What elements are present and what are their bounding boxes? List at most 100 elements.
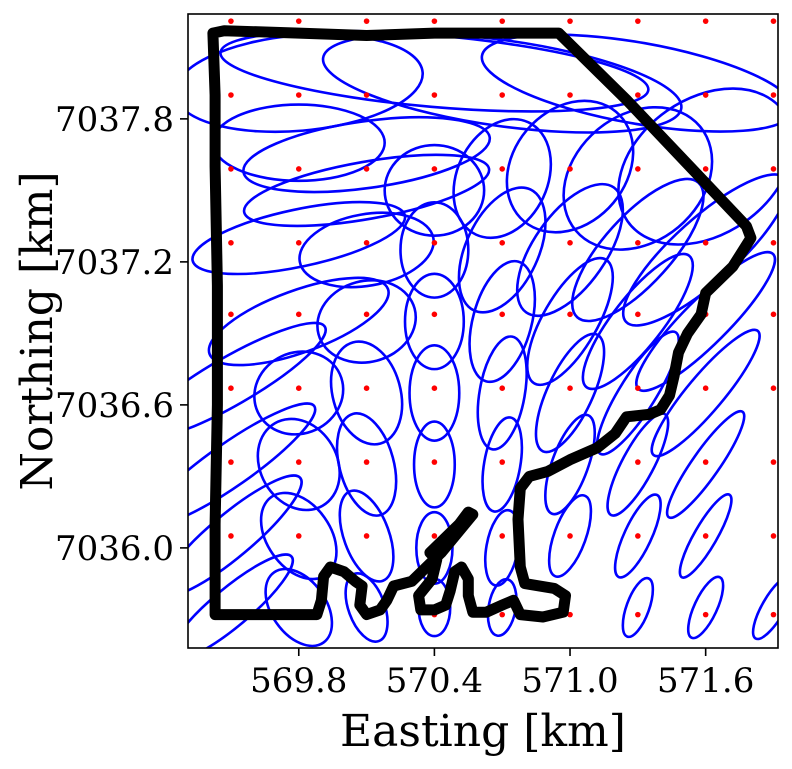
uncertainty-ellipse: [650, 328, 761, 458]
uncertainty-ellipse: [329, 340, 404, 446]
grid-point: [431, 18, 438, 24]
grid-point: [228, 166, 234, 172]
grid-point: [635, 166, 641, 172]
uncertainty-ellipse: [515, 182, 625, 318]
uncertainty-ellipse: [242, 153, 491, 228]
uncertainty-ellipse: [635, 250, 777, 393]
grid-point: [770, 611, 777, 618]
grid-point: [363, 240, 370, 246]
uncertainty-ellipse: [298, 211, 435, 289]
x-tick-label: 570.4: [386, 661, 483, 701]
uncertainty-ellipse: [665, 409, 746, 520]
grid-point: [295, 311, 302, 318]
uncertainty-ellipse: [253, 350, 345, 436]
grid-point: [770, 385, 777, 392]
grid-point: [702, 166, 709, 172]
grid-point: [431, 311, 438, 318]
grid-point: [431, 240, 438, 246]
grid-point: [363, 92, 370, 98]
grid-point: [635, 459, 641, 465]
grid-point: [635, 18, 641, 24]
uncertainty-ellipse: [481, 416, 524, 513]
grid-point: [567, 166, 573, 172]
uncertainty-ellipse: [403, 272, 466, 371]
grid-point: [228, 385, 234, 392]
boundary-layer: [207, 25, 757, 623]
x-tick-label: 571.0: [521, 661, 618, 701]
grid-point: [431, 533, 438, 539]
uncertainty-ellipse: [207, 276, 390, 367]
grid-point: [363, 459, 370, 465]
grid-point: [228, 311, 234, 318]
uncertainty-ellipse: [678, 493, 733, 579]
grid-point: [567, 240, 573, 246]
grid-point: [228, 240, 234, 246]
grid-point: [295, 92, 302, 98]
ellipse-layer: [188, 29, 778, 648]
grid-point: [295, 18, 302, 24]
grid-point: [635, 311, 641, 318]
grid-point: [431, 459, 438, 465]
x-axis: 569.8 570.4 571.0 571.6: [250, 648, 754, 701]
grid-point: [295, 166, 302, 172]
grid-point: [431, 385, 438, 392]
grid-point: [770, 533, 777, 539]
uncertainty-ellipse: [505, 99, 635, 234]
grid-point: [702, 92, 709, 98]
grid-point: [499, 166, 506, 172]
grid-point: [702, 18, 709, 24]
grid-point: [635, 92, 641, 98]
uncertainty-ellipse: [321, 32, 683, 134]
uncertainty-ellipse: [480, 33, 778, 133]
grid-point: [228, 92, 234, 98]
uncertainty-ellipse: [613, 493, 662, 579]
uncertainty-ellipse: [562, 105, 714, 251]
grid-point: [702, 385, 709, 392]
grid-point: [499, 92, 506, 98]
uncertainty-ellipse: [408, 344, 461, 442]
grid-point: [499, 240, 506, 246]
uncertainty-ellipse: [581, 252, 695, 391]
grid-point: [770, 166, 777, 172]
grid-point: [567, 92, 573, 98]
grid-point: [635, 385, 641, 392]
uncertainty-ellipse: [606, 412, 670, 517]
grid-point: [770, 311, 777, 318]
grid-point: [363, 533, 370, 539]
y-axis: 7036.0 7036.6 7037.2 7037.8: [55, 100, 188, 569]
uncertainty-ellipse: [316, 278, 418, 364]
uncertainty-ellipse: [534, 332, 606, 454]
grid-point: [567, 311, 573, 318]
grid-point: [431, 166, 438, 172]
y-tick-label: 7036.6: [55, 386, 174, 426]
uncertainty-ellipse: [338, 489, 395, 583]
uncertainty-ellipse: [452, 117, 553, 240]
grid-point: [295, 459, 302, 465]
y-tick-label: 7036.0: [55, 529, 174, 569]
uncertainty-ellipse: [686, 575, 725, 640]
grid-point: [499, 611, 506, 618]
grid-point: [499, 18, 506, 24]
grid-point: [228, 459, 234, 465]
grid-point: [702, 611, 709, 618]
boundary-outline: [207, 25, 757, 623]
uncertainty-ellipse: [256, 417, 342, 512]
grid-point: [499, 385, 506, 392]
grid-point: [770, 459, 777, 465]
uncertainty-ellipse: [399, 200, 470, 299]
grid-point: [363, 18, 370, 24]
uncertainty-ellipse: [335, 412, 398, 517]
grid-point: [702, 533, 709, 539]
grid-point: [228, 18, 234, 24]
x-axis-label: Easting [km]: [340, 706, 626, 757]
grid-point: [431, 92, 438, 98]
uncertainty-ellipse: [468, 259, 537, 384]
y-axis-label: Northing [km]: [12, 171, 63, 490]
uncertainty-ellipse: [751, 574, 778, 641]
uncertainty-ellipse: [188, 553, 295, 648]
x-tick-label: 571.6: [657, 661, 754, 701]
grid-point: [228, 533, 234, 539]
grid-point: [702, 240, 709, 246]
x-tick-label: 569.8: [250, 661, 347, 701]
